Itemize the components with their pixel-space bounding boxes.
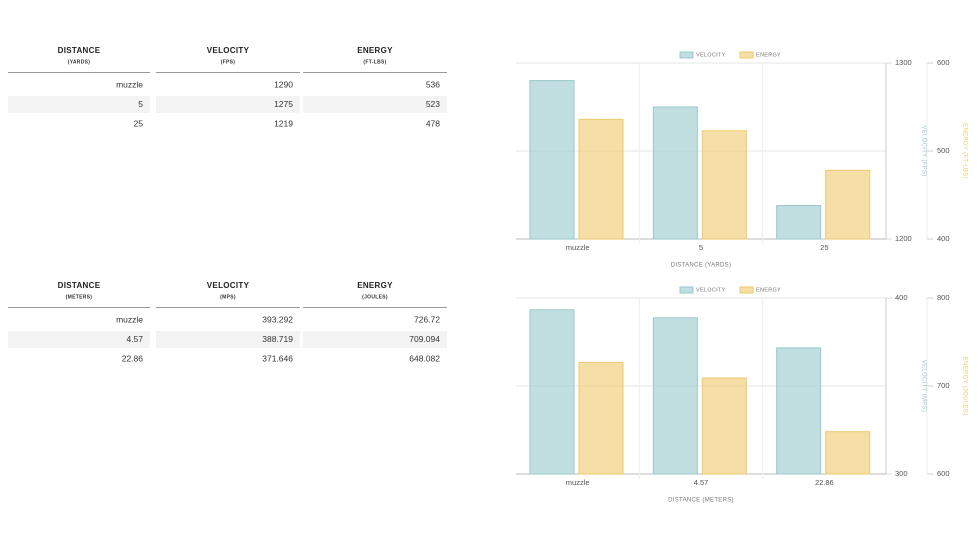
legend-swatch <box>679 51 694 59</box>
column-unit: (YARDS) <box>68 59 91 65</box>
legend-label: VELOCITY <box>696 52 726 58</box>
y2-tick-label: 600 <box>937 469 950 478</box>
legend-swatch <box>739 286 754 294</box>
x-axis-title: DISTANCE (YARDS) <box>671 263 732 269</box>
y2-tick-label: 800 <box>937 293 950 302</box>
y-tick-label: 400 <box>895 293 908 302</box>
cell: 1290 <box>274 79 293 89</box>
cell: 1219 <box>274 118 293 128</box>
cell: 523 <box>426 99 440 109</box>
x-tick-label: muzzle <box>566 478 590 487</box>
y-axis-title: VELOCITY (MPS) <box>920 360 926 412</box>
x-tick-label: 25 <box>820 243 828 252</box>
bar <box>529 80 575 240</box>
cell: 25 <box>134 118 144 128</box>
bar <box>578 118 624 240</box>
column-title: ENERGY <box>357 281 393 290</box>
x-tick-label: 5 <box>699 243 703 252</box>
cell: 709.094 <box>409 334 440 344</box>
column-unit: (FPS) <box>221 59 236 65</box>
cell: 5 <box>138 99 143 109</box>
cell: 1275 <box>274 99 293 109</box>
bar <box>701 130 747 240</box>
legend-label: ENERGY <box>756 287 781 293</box>
cell: 726.72 <box>414 314 440 324</box>
cell: 371.646 <box>262 353 293 363</box>
row-shade <box>156 96 300 113</box>
column-title: DISTANCE <box>58 46 101 55</box>
cell: 536 <box>426 79 440 89</box>
legend-swatch <box>739 51 754 59</box>
bar <box>652 106 698 240</box>
row-shade <box>303 331 447 348</box>
cell: 648.082 <box>409 353 440 363</box>
column-unit: (FT-LBS) <box>363 59 386 65</box>
x-axis-title: DISTANCE (METERS) <box>668 498 734 504</box>
column-unit: (METERS) <box>66 294 93 300</box>
bar <box>701 377 747 475</box>
bar <box>529 309 575 475</box>
column-title: ENERGY <box>357 46 393 55</box>
y-axis-title: VELOCITY (FPS) <box>920 125 926 176</box>
column-title: VELOCITY <box>207 46 250 55</box>
cell: 4.57 <box>126 334 143 344</box>
bar <box>825 431 871 475</box>
x-tick-label: 4.57 <box>694 478 709 487</box>
column-title: DISTANCE <box>58 281 101 290</box>
y2-tick-label: 600 <box>937 58 950 67</box>
cell: 393.292 <box>262 314 293 324</box>
y2-axis-title: ENERGY (FT-LBS) <box>961 123 967 179</box>
bar <box>578 361 624 475</box>
row-shade <box>8 331 150 348</box>
legend-swatch <box>679 286 694 294</box>
y-tick-label: 300 <box>895 469 908 478</box>
cell: muzzle <box>116 314 143 324</box>
y2-tick-label: 700 <box>937 381 950 390</box>
cell: 478 <box>426 118 440 128</box>
y-tick-label: 1200 <box>895 234 912 243</box>
bar <box>652 317 698 475</box>
legend-label: VELOCITY <box>696 287 726 293</box>
row-shade <box>303 96 447 113</box>
y2-tick-label: 400 <box>937 234 950 243</box>
y2-axis-title: ENERGY (JOULES) <box>961 357 967 416</box>
y2-tick-label: 500 <box>937 146 950 155</box>
cell: muzzle <box>116 79 143 89</box>
bar <box>776 347 822 475</box>
cell: 22.86 <box>122 353 144 363</box>
x-tick-label: muzzle <box>566 243 590 252</box>
legend-label: ENERGY <box>756 52 781 58</box>
bar <box>776 205 822 240</box>
y-tick-label: 1300 <box>895 58 912 67</box>
x-tick-label: 22.86 <box>815 478 834 487</box>
row-shade <box>156 331 300 348</box>
column-title: VELOCITY <box>207 281 250 290</box>
cell: 388.719 <box>262 334 293 344</box>
column-unit: (MPS) <box>220 294 236 300</box>
row-shade <box>8 96 150 113</box>
bar <box>825 169 871 240</box>
column-unit: (JOULES) <box>362 294 388 300</box>
